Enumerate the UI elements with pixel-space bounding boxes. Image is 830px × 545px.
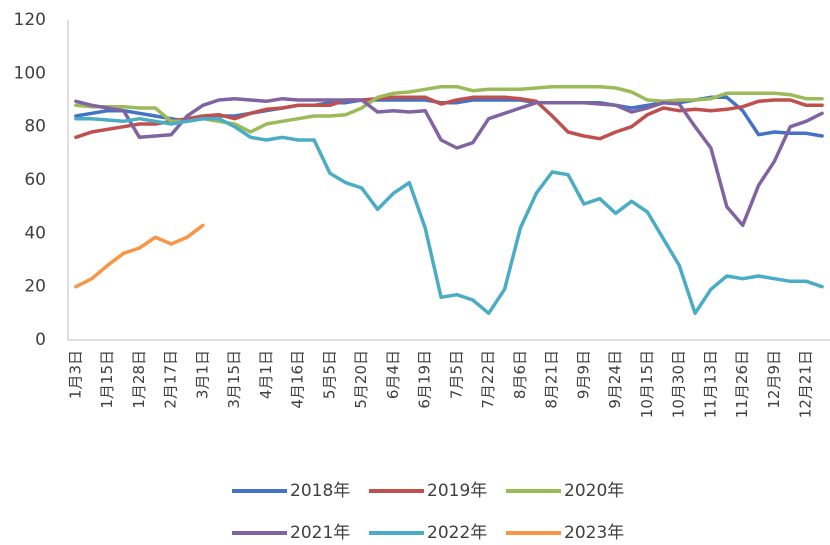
y-tick-label: 0 — [35, 330, 46, 350]
x-tick-label: 10月30日 — [670, 350, 688, 418]
x-tick-label: 12月9日 — [765, 350, 783, 409]
x-tick-label: 2月17日 — [162, 350, 180, 409]
x-tick-label: 4月16日 — [289, 350, 307, 409]
x-tick-label: 3月1日 — [193, 350, 211, 399]
y-tick-label: 80 — [24, 117, 46, 137]
y-tick-label: 120 — [14, 10, 46, 30]
x-tick-label: 1月15日 — [98, 350, 116, 409]
legend-label: 2022年 — [427, 523, 487, 543]
legend-label: 2019年 — [427, 481, 487, 501]
x-tick-label: 5月20日 — [352, 350, 370, 409]
y-tick-label: 60 — [24, 170, 46, 190]
x-tick-label: 8月21日 — [543, 350, 561, 409]
series-line — [74, 96, 824, 228]
y-tick-label: 20 — [24, 277, 46, 297]
x-tick-label: 1月3日 — [66, 350, 84, 399]
x-tick-label: 3月15日 — [225, 350, 243, 409]
x-tick-label: 6月19日 — [416, 350, 434, 409]
x-tick-label: 7月5日 — [447, 350, 465, 399]
series-line — [74, 223, 205, 289]
x-tick-label: 12月21日 — [797, 350, 815, 418]
x-tick-label: 7月22日 — [479, 350, 497, 409]
x-tick-label: 11月26日 — [733, 350, 751, 418]
x-tick-label: 4月1日 — [257, 350, 275, 399]
series-line — [74, 95, 824, 141]
x-tick-label: 5月5日 — [320, 350, 338, 399]
legend-label: 2021年 — [290, 523, 350, 543]
y-tick-label: 100 — [14, 63, 46, 83]
x-tick-label: 11月13日 — [701, 350, 719, 418]
legend-label: 2023年 — [564, 523, 624, 543]
series-line — [74, 116, 824, 316]
y-tick-label: 40 — [24, 223, 46, 243]
x-tick-label: 9月24日 — [606, 350, 624, 409]
x-tick-label: 8月6日 — [511, 350, 529, 399]
x-tick-label: 9月9日 — [574, 350, 592, 399]
legend-label: 2020年 — [564, 481, 624, 501]
x-tick-label: 10月15日 — [638, 350, 656, 418]
x-tick-label: 1月28日 — [130, 350, 148, 409]
x-tick-label: 6月4日 — [384, 350, 402, 399]
legend-label: 2018年 — [290, 481, 350, 501]
